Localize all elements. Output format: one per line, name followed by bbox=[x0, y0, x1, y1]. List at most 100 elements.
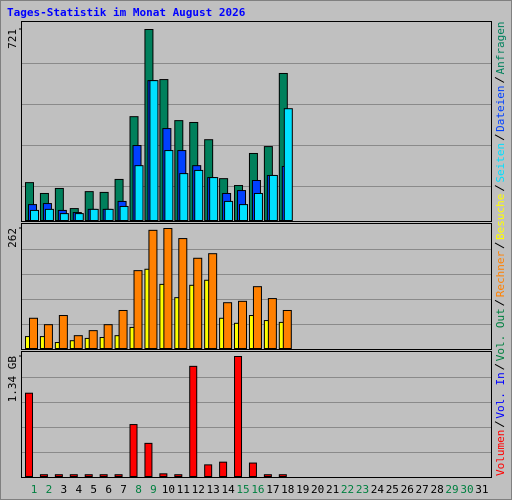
x-tick-label: 25 bbox=[386, 483, 399, 496]
x-tick-label: 19 bbox=[296, 483, 309, 496]
legend-separator bbox=[494, 242, 505, 249]
bar bbox=[89, 208, 99, 221]
bar bbox=[189, 365, 198, 477]
bar bbox=[114, 474, 123, 477]
legend: Volumen Vol. In Vol. Out Rechner Besuche Seit… bbox=[494, 21, 507, 476]
legend-entry: Rechner bbox=[494, 251, 507, 298]
x-tick-label: 14 bbox=[221, 483, 235, 496]
bar bbox=[219, 461, 228, 477]
bar bbox=[59, 213, 69, 222]
x-tick-label: 22 bbox=[341, 483, 354, 496]
bar bbox=[30, 209, 39, 221]
bar bbox=[54, 474, 63, 477]
bar bbox=[204, 464, 213, 478]
bar bbox=[283, 108, 293, 221]
legend-entry: Vol. Out bbox=[494, 308, 507, 361]
legend-entry: Volumen bbox=[494, 430, 507, 476]
x-tick-label: 8 bbox=[135, 483, 142, 496]
legend-separator bbox=[494, 77, 505, 83]
x-tick-label: 23 bbox=[356, 483, 369, 496]
bar bbox=[43, 324, 53, 349]
bar bbox=[129, 424, 138, 477]
legend-entry: Besuche bbox=[494, 194, 507, 240]
bar bbox=[178, 238, 188, 350]
x-tick-label: 11 bbox=[177, 483, 190, 496]
bar bbox=[39, 474, 48, 477]
x-tick-label: 9 bbox=[150, 483, 157, 496]
bar bbox=[238, 300, 248, 350]
bar bbox=[223, 302, 233, 350]
x-tick-label: 21 bbox=[326, 483, 339, 496]
x-tick-label: 18 bbox=[281, 483, 294, 496]
bar bbox=[84, 474, 93, 477]
bar bbox=[133, 270, 143, 349]
x-tick-label: 6 bbox=[105, 483, 112, 496]
panels bbox=[21, 21, 492, 478]
legend-entry: Vol. In bbox=[494, 372, 507, 418]
bar bbox=[149, 80, 159, 222]
x-tick-label: 16 bbox=[251, 483, 264, 496]
bar bbox=[104, 208, 114, 221]
bar bbox=[163, 228, 173, 349]
x-tick-label: 26 bbox=[401, 483, 414, 496]
x-tick-label: 20 bbox=[311, 483, 324, 496]
x-tick-label: 17 bbox=[266, 483, 279, 496]
bar bbox=[44, 208, 54, 221]
y-tick-label: 1.34 GB bbox=[6, 356, 19, 403]
bar bbox=[179, 173, 189, 222]
x-tick-label: 1 bbox=[31, 483, 38, 496]
bar bbox=[209, 177, 219, 222]
bar bbox=[253, 192, 263, 222]
bar bbox=[159, 473, 168, 478]
bar bbox=[268, 174, 278, 222]
bar bbox=[73, 335, 83, 349]
bar bbox=[29, 317, 38, 350]
bar bbox=[174, 474, 183, 477]
x-tick-label: 15 bbox=[236, 483, 249, 496]
x-tick-label: 3 bbox=[61, 483, 68, 496]
x-tick-label: 13 bbox=[207, 483, 220, 496]
x-tick-label: 27 bbox=[416, 483, 429, 496]
bar bbox=[267, 298, 277, 349]
y-tick: 721 bbox=[6, 29, 19, 49]
legend-separator bbox=[494, 363, 505, 370]
chart-title: Tages-Statistik im Monat August 2026 bbox=[7, 6, 246, 19]
bar bbox=[193, 257, 203, 349]
bar bbox=[248, 462, 257, 478]
bar bbox=[118, 309, 128, 350]
x-tick-label: 10 bbox=[162, 483, 175, 496]
bar bbox=[164, 150, 174, 221]
bar bbox=[74, 213, 84, 222]
bar bbox=[25, 392, 33, 478]
bar bbox=[278, 474, 287, 477]
x-tick-label: 12 bbox=[192, 483, 205, 496]
legend-separator bbox=[494, 421, 505, 428]
bar bbox=[119, 205, 129, 221]
x-tick-label: 7 bbox=[120, 483, 127, 496]
x-tick-label: 28 bbox=[430, 483, 443, 496]
bar bbox=[194, 169, 204, 221]
bar bbox=[58, 315, 68, 349]
legend-entry: Dateien bbox=[494, 85, 507, 131]
bar bbox=[224, 200, 234, 222]
y-tick: 262 bbox=[6, 228, 19, 248]
bar bbox=[234, 356, 243, 477]
bar bbox=[148, 229, 158, 349]
x-tick-label: 2 bbox=[46, 483, 53, 496]
legend-separator bbox=[494, 299, 505, 306]
bar bbox=[69, 474, 78, 477]
x-tick-label: 30 bbox=[460, 483, 473, 496]
bar bbox=[88, 330, 98, 349]
y-tick-label: 262 bbox=[6, 228, 19, 248]
y-tick: 1.34 GB bbox=[6, 356, 19, 403]
x-tick-label: 24 bbox=[371, 483, 385, 496]
bar bbox=[263, 474, 272, 477]
x-tick-label: 29 bbox=[445, 483, 458, 496]
y-tick-label: 721 bbox=[6, 29, 19, 49]
bar bbox=[208, 253, 218, 349]
x-tick-label: 31 bbox=[475, 483, 488, 496]
legend-separator bbox=[494, 185, 505, 192]
bar bbox=[103, 324, 113, 349]
x-tick-label: 5 bbox=[90, 483, 97, 496]
